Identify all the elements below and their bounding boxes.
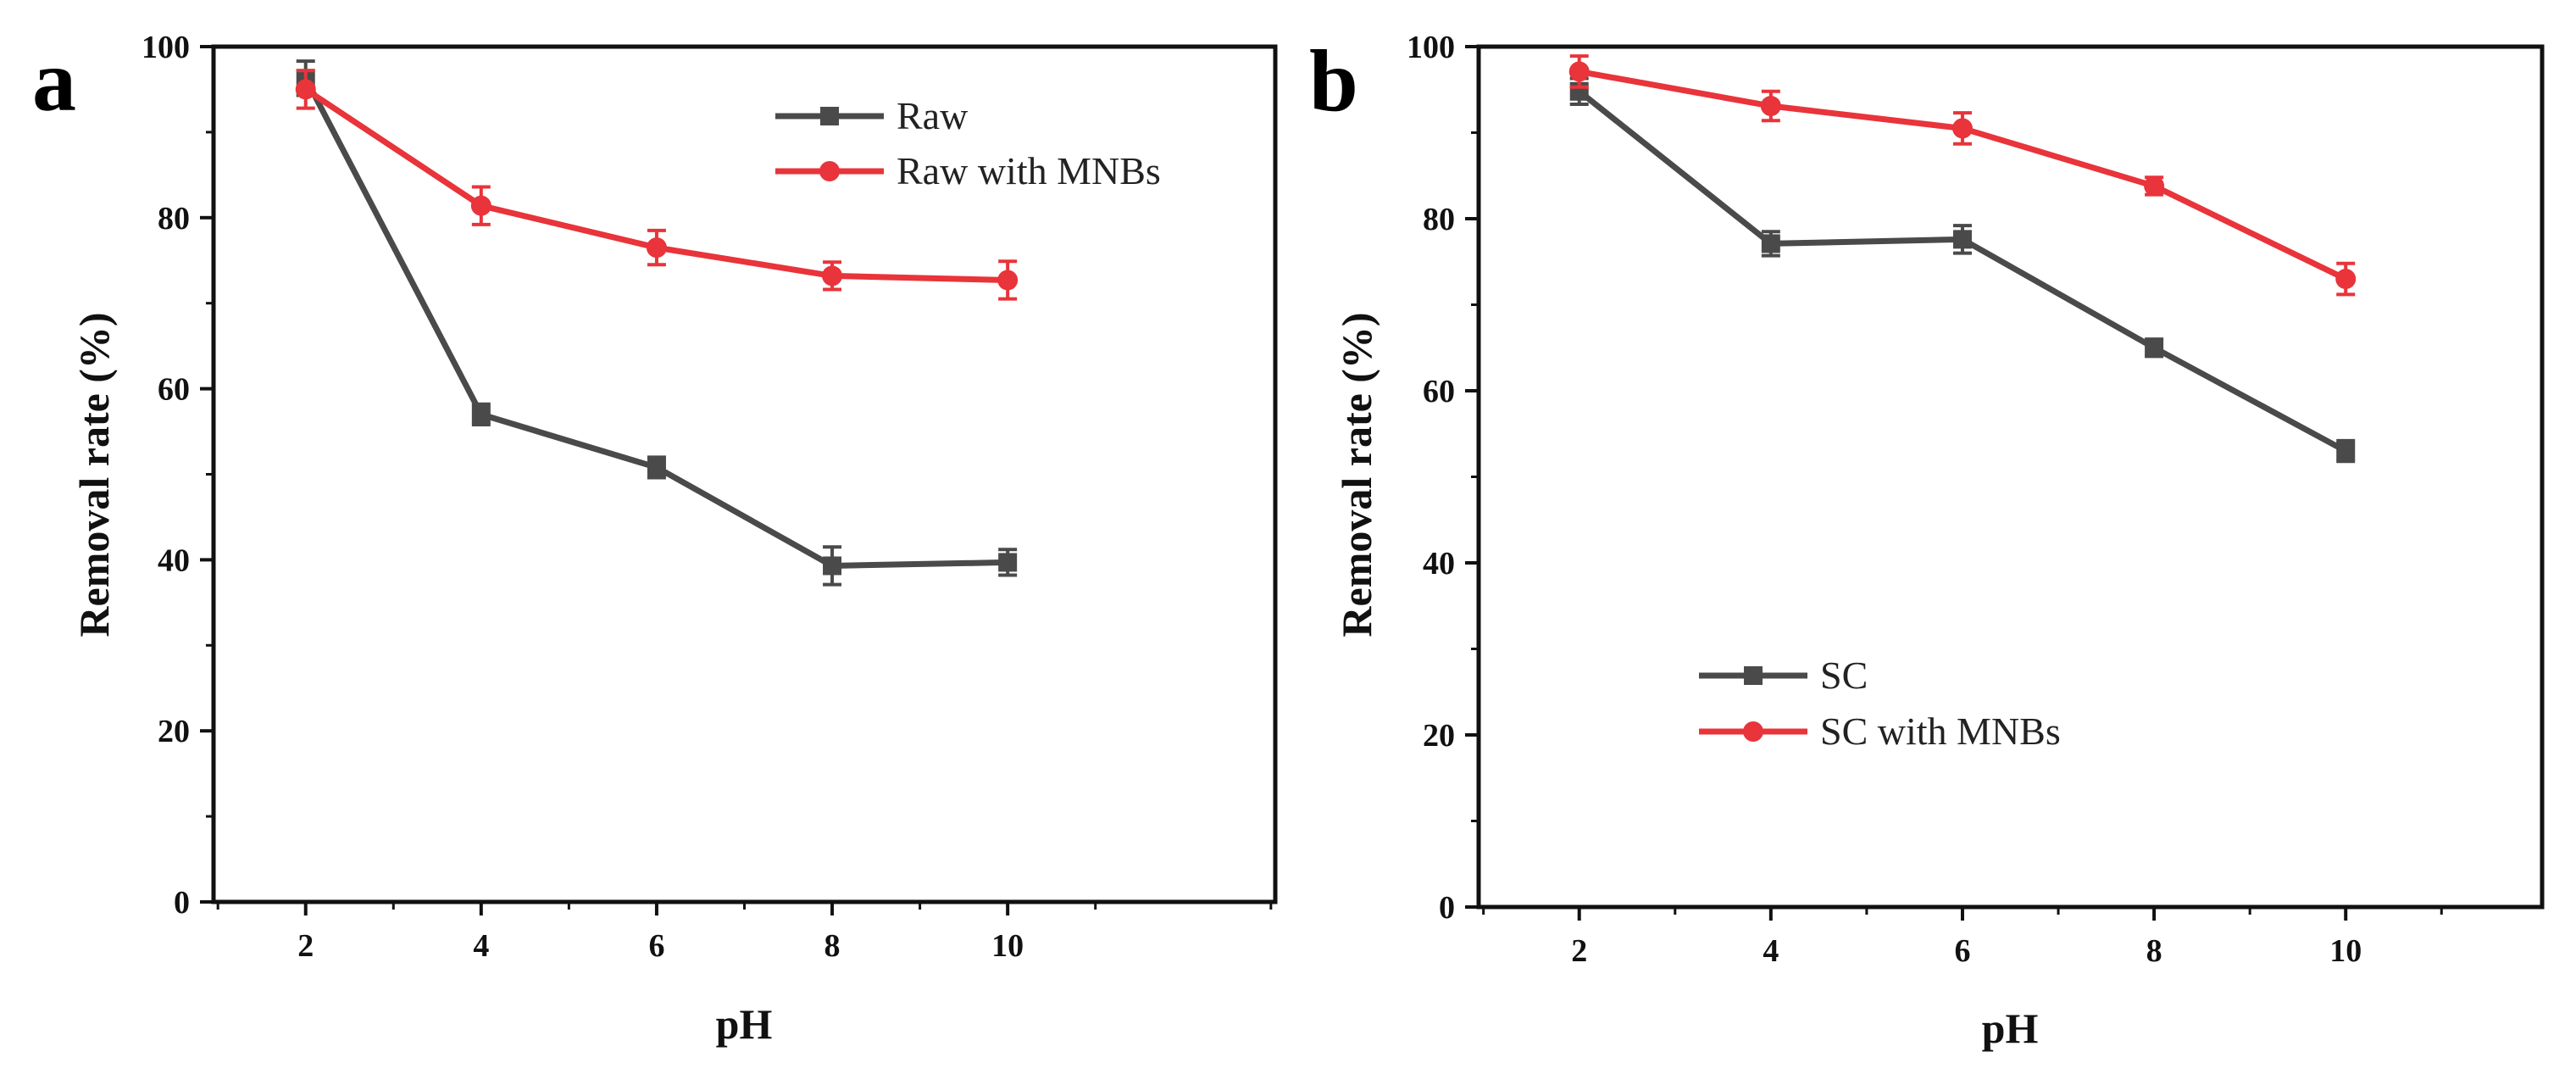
- data-point-raw: [998, 553, 1018, 572]
- panel-b: b 0 20 40 60 80 100 2 4 6 8 10 pH Removal rate (%)…: [1309, 30, 2545, 1052]
- x-tick-label: 2: [1571, 933, 1587, 969]
- data-point-sc-with-mnbs: [1568, 61, 1590, 82]
- y-tick-label: 40: [158, 543, 190, 578]
- panel-a-label: a: [32, 32, 76, 130]
- panel-b-ylabel: Removal rate (%): [1333, 312, 1380, 637]
- data-point-sc-with-mnbs: [2144, 175, 2165, 197]
- legend-label-raw: Raw: [897, 94, 969, 137]
- legend-marker-sc-with-mnbs: [1743, 721, 1763, 742]
- panel-a-xlabel: pH: [716, 1000, 773, 1048]
- data-point-raw-with-mnbs: [646, 237, 667, 259]
- legend-label-raw-with-mnbs: Raw with MNBs: [897, 149, 1161, 192]
- legend-label-sc: SC: [1820, 654, 1868, 697]
- data-point-sc: [2145, 338, 2164, 358]
- y-tick-label: 20: [1423, 718, 1455, 754]
- y-tick-label: 100: [1407, 30, 1455, 65]
- data-point-raw-with-mnbs: [997, 270, 1019, 291]
- data-point-raw-with-mnbs: [470, 195, 491, 216]
- data-point-raw-with-mnbs: [822, 265, 843, 287]
- y-tick-label: 60: [158, 372, 190, 408]
- data-point-raw: [471, 404, 491, 424]
- y-tick-label: 80: [1423, 202, 1455, 237]
- panel-a-ticks: 0 20 40 60 80 100 2 4 6 8 10: [142, 30, 1273, 964]
- panel-a: a 0 20 40 60 80 100 2 4 6 8 10 pH Removal rate (%)…: [32, 30, 1278, 1048]
- x-tick-label: 8: [2146, 933, 2162, 969]
- legend-marker-raw-with-mnbs: [819, 161, 840, 181]
- panel-b-frame: [1476, 44, 2545, 910]
- data-point-raw: [647, 458, 666, 477]
- data-point-sc-with-mnbs: [1760, 96, 1781, 117]
- x-tick-label: 2: [297, 928, 314, 964]
- data-point-sc: [1761, 234, 1780, 253]
- y-tick-label: 40: [1423, 546, 1455, 582]
- x-tick-label: 10: [2329, 933, 2362, 969]
- data-point-sc: [1952, 230, 1972, 249]
- x-tick-label: 4: [473, 928, 489, 964]
- legend-marker-sc: [1744, 666, 1763, 685]
- x-tick-label: 6: [648, 928, 664, 964]
- legend-marker-raw: [820, 107, 839, 125]
- x-tick-label: 10: [991, 928, 1024, 964]
- data-point-raw: [823, 556, 842, 576]
- x-tick-label: 4: [1763, 933, 1779, 969]
- data-point-raw-with-mnbs: [295, 79, 316, 100]
- y-tick-label: 100: [142, 30, 190, 65]
- data-point-sc-with-mnbs: [2335, 269, 2357, 290]
- data-point-sc-with-mnbs: [1951, 118, 1973, 139]
- panel-b-ticks: 0 20 40 60 80 100 2 4 6 8 10: [1407, 30, 2443, 969]
- panel-b-xlabel: pH: [1982, 1004, 2039, 1052]
- panel-a-ylabel: Removal rate (%): [70, 312, 118, 637]
- x-tick-label: 8: [824, 928, 841, 964]
- panel-b-legend: SC SC with MNBs: [1699, 654, 2061, 753]
- y-tick-label: 20: [158, 714, 190, 749]
- y-tick-label: 80: [158, 201, 190, 237]
- panel-b-series: [1568, 54, 2357, 464]
- panel-a-series: [295, 59, 1019, 587]
- data-point-sc: [2336, 442, 2356, 461]
- panel-b-label: b: [1309, 32, 1358, 130]
- y-tick-label: 0: [174, 885, 190, 921]
- y-tick-label: 0: [1439, 890, 1455, 926]
- panel-a-legend: Raw Raw with MNBs: [775, 94, 1161, 192]
- y-tick-label: 60: [1423, 374, 1455, 409]
- x-tick-label: 6: [1954, 933, 1970, 969]
- legend-label-sc-with-mnbs: SC with MNBs: [1820, 710, 2061, 753]
